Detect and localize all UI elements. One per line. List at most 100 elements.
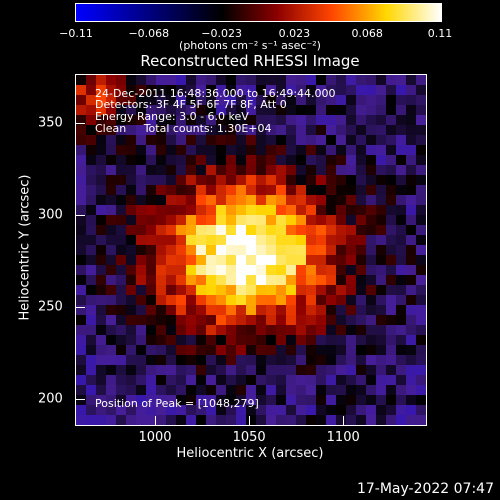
heatmap-cell: [176, 95, 187, 106]
heatmap-cell: [326, 165, 337, 176]
heatmap-cell: [286, 395, 297, 406]
heatmap-cell: [406, 405, 417, 416]
heatmap-cell: [216, 205, 227, 216]
heatmap-cell: [76, 85, 87, 96]
heatmap-cell: [226, 255, 237, 266]
heatmap-cell: [286, 115, 297, 126]
heatmap-cell: [116, 245, 127, 256]
colorbar: [75, 3, 442, 22]
heatmap-cell: [126, 335, 137, 346]
heatmap-cell: [76, 275, 87, 286]
heatmap-cell: [396, 255, 407, 266]
heatmap-cell: [316, 335, 327, 346]
heatmap-cell: [346, 395, 357, 406]
heatmap-cell: [236, 245, 247, 256]
heatmap-cell: [386, 315, 397, 326]
heatmap-cell: [176, 85, 187, 96]
heatmap-cell: [176, 235, 187, 246]
heatmap-cell: [266, 215, 277, 226]
heatmap-cell: [276, 295, 287, 306]
heatmap-cell: [306, 385, 317, 396]
heatmap-cell: [276, 145, 287, 156]
heatmap-cell: [386, 135, 397, 146]
heatmap-cell: [336, 265, 347, 276]
heatmap-cell: [346, 415, 357, 425]
heatmap-cell: [386, 295, 397, 306]
heatmap-cell: [176, 405, 187, 416]
heatmap-cell: [296, 95, 307, 106]
heatmap-cell: [106, 215, 117, 226]
heatmap-cell: [296, 235, 307, 246]
colorbar-tick-label: −0.11: [59, 27, 93, 40]
heatmap-cell: [116, 195, 127, 206]
heatmap-cell: [316, 105, 327, 116]
heatmap-cell: [216, 375, 227, 386]
heatmap-cell: [176, 265, 187, 276]
heatmap-cell: [176, 75, 187, 86]
heatmap-cell: [216, 415, 227, 425]
heatmap-cell: [76, 295, 87, 306]
heatmap-cell: [356, 115, 367, 126]
heatmap-cell: [176, 255, 187, 266]
heatmap-cell: [346, 215, 357, 226]
heatmap-cell: [196, 315, 207, 326]
heatmap-cell: [106, 135, 117, 146]
heatmap-cell: [226, 275, 237, 286]
heatmap-cell: [206, 205, 217, 216]
heatmap-cell: [126, 355, 137, 366]
heatmap-cell: [246, 315, 257, 326]
y-tick-label: 300: [38, 207, 63, 223]
heatmap-cell: [86, 95, 97, 106]
heatmap-cell: [336, 145, 347, 156]
heatmap-cell: [76, 305, 87, 316]
heatmap-cell: [396, 225, 407, 236]
heatmap-cell: [226, 415, 237, 425]
heatmap-cell: [366, 405, 377, 416]
heatmap-cell: [376, 125, 387, 136]
heatmap-cell: [326, 285, 337, 296]
heatmap-cell: [266, 335, 277, 346]
heatmap-cell: [176, 205, 187, 216]
heatmap-cell: [226, 95, 237, 106]
x-tick-mark: [249, 416, 251, 425]
heatmap-cell: [206, 295, 217, 306]
heatmap-cell: [356, 265, 367, 276]
heatmap-cell: [236, 115, 247, 126]
annotation-time: 24-Dec-2011 16:48:36.000 to 16:49:44.000: [95, 87, 336, 100]
heatmap-cell: [176, 365, 187, 376]
heatmap-cell: [106, 125, 117, 136]
heatmap-cell: [176, 125, 187, 136]
colorbar-gradient: [76, 4, 441, 21]
heatmap-cell: [366, 95, 377, 106]
heatmap-cell: [386, 195, 397, 206]
heatmap-cell: [326, 315, 337, 326]
heatmap-cell: [316, 315, 327, 326]
heatmap-cell: [136, 85, 147, 96]
heatmap-cell: [196, 235, 207, 246]
heatmap-cell: [216, 245, 227, 256]
heatmap-cell: [356, 95, 367, 106]
heatmap-cell: [116, 305, 127, 316]
heatmap-cell: [176, 385, 187, 396]
heatmap-cell: [146, 245, 157, 256]
heatmap-cell: [406, 105, 417, 116]
heatmap-cell: [396, 265, 407, 276]
heatmap-cell: [266, 315, 277, 326]
heatmap-cell: [126, 205, 137, 216]
heatmap-cell: [266, 145, 277, 156]
heatmap-cell: [416, 375, 426, 386]
heatmap-cell: [196, 75, 207, 86]
heatmap-cell: [296, 225, 307, 236]
heatmap-cell: [176, 135, 187, 146]
heatmap-cell: [186, 105, 197, 116]
heatmap-cell: [366, 365, 377, 376]
heatmap-cell: [96, 245, 107, 256]
heatmap-cell: [396, 415, 407, 425]
heatmap-cell: [106, 375, 117, 386]
heatmap-cell: [286, 85, 297, 96]
heatmap-cell: [366, 75, 377, 86]
heatmap-cell: [346, 95, 357, 106]
heatmap-cell: [376, 325, 387, 336]
heatmap-cell: [206, 185, 217, 196]
heatmap-cell: [156, 145, 167, 156]
